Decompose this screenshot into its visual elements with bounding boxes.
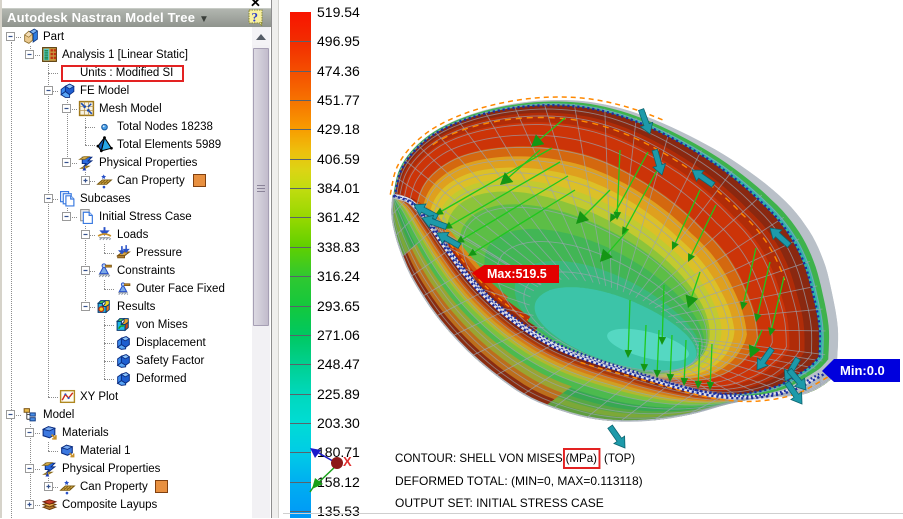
svg-text:X: X — [343, 454, 352, 469]
svg-text:?: ? — [252, 10, 259, 25]
svg-text:Max:519.5: Max:519.5 — [487, 267, 547, 281]
svg-text:Min:0.0: Min:0.0 — [840, 363, 885, 378]
